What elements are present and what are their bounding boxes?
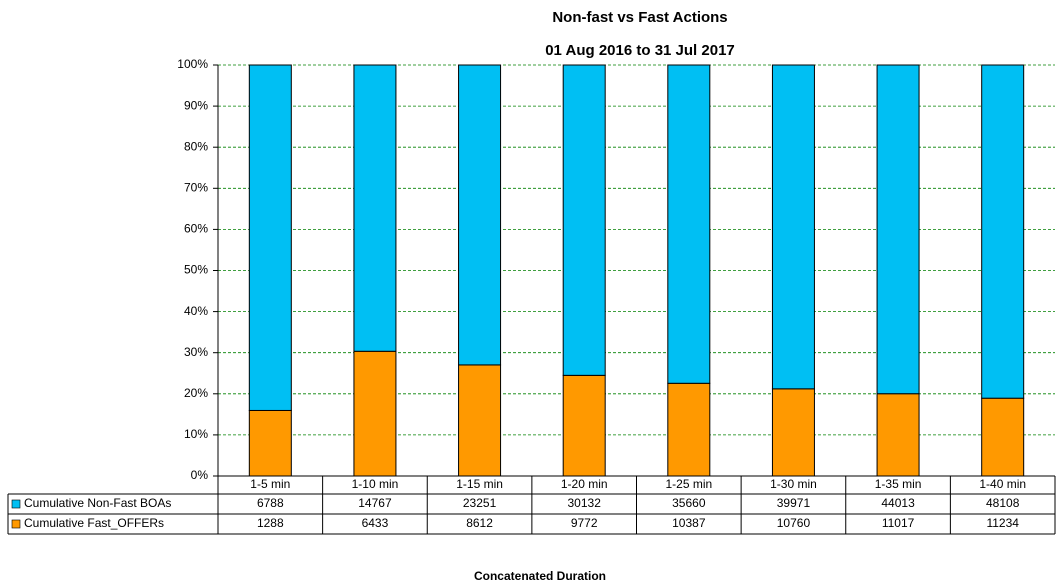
bar-segment (458, 64, 502, 366)
x-tick-label: 1-30 min (770, 477, 817, 491)
bar-segment (248, 64, 292, 411)
table-value: 1288 (257, 516, 284, 530)
x-tick-label: 1-20 min (561, 477, 608, 491)
bar-segment (353, 350, 397, 477)
y-tick-label: 80% (184, 139, 208, 153)
x-tick-label: 1-40 min (979, 477, 1026, 491)
y-tick-label: 70% (184, 180, 208, 194)
bar-segment (667, 64, 711, 384)
x-tick-label: 1-35 min (875, 477, 922, 491)
bar-segment (876, 393, 920, 477)
x-tick-label: 1-10 min (352, 477, 399, 491)
bar-segment (771, 64, 815, 390)
table-value: 8612 (466, 516, 493, 530)
x-tick-label: 1-25 min (665, 477, 712, 491)
y-tick-label: 100% (177, 57, 208, 71)
chart-subtitle: 01 Aug 2016 to 31 Jul 2017 (545, 42, 735, 59)
table-value: 6788 (257, 496, 284, 510)
table-value: 30132 (568, 496, 602, 510)
table-value: 23251 (463, 496, 497, 510)
table-value: 6433 (362, 516, 389, 530)
bar-segment (562, 374, 606, 477)
chart-title: Non-fast vs Fast Actions (552, 9, 727, 26)
y-tick-label: 10% (184, 427, 208, 441)
x-tick-label: 1-5 min (250, 477, 290, 491)
y-tick-label: 40% (184, 304, 208, 318)
y-tick-label: 30% (184, 345, 208, 359)
bar-segment (876, 64, 920, 395)
bar-segment (667, 382, 711, 477)
y-tick-label: 90% (184, 98, 208, 112)
table-value: 44013 (881, 496, 915, 510)
bar-segment (981, 64, 1025, 399)
x-axis-label: Concatenated Duration (474, 569, 606, 583)
x-tick-label: 1-15 min (456, 477, 503, 491)
bar-segment (353, 64, 397, 352)
table-value: 39971 (777, 496, 811, 510)
legend-label: Cumulative Non-Fast BOAs (24, 496, 171, 510)
bar-segment (248, 409, 292, 477)
table-value: 35660 (672, 496, 706, 510)
y-tick-label: 60% (184, 222, 208, 236)
bar-segment (771, 388, 815, 477)
table-value: 9772 (571, 516, 598, 530)
table-value: 10387 (672, 516, 706, 530)
table-value: 11017 (882, 516, 915, 530)
table-value: 48108 (986, 496, 1020, 510)
bar-segment (562, 64, 606, 376)
bar-segment (981, 397, 1025, 477)
table-value: 10760 (777, 516, 811, 530)
y-tick-label: 0% (191, 468, 209, 482)
legend-swatch (11, 519, 21, 529)
legend-swatch (11, 499, 21, 509)
y-tick-label: 20% (184, 386, 208, 400)
y-tick-label: 50% (184, 263, 208, 277)
table-value: 14767 (358, 496, 392, 510)
bar-segment (458, 364, 502, 477)
legend-label: Cumulative Fast_OFFERs (24, 516, 164, 530)
table-value: 11234 (986, 516, 1019, 530)
